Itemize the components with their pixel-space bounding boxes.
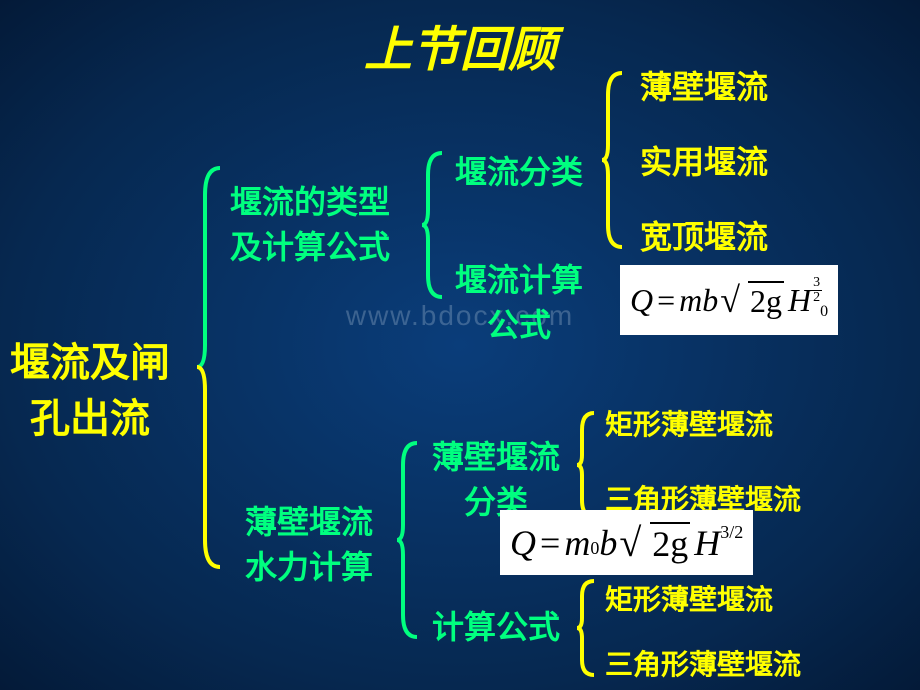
branch2-sub1-line1: 薄壁堰流 (432, 435, 560, 480)
leaf-thin-wall: 薄壁堰流 (640, 65, 768, 110)
root-line2: 孔出流 (10, 391, 170, 447)
root-line1: 堰流及闸 (10, 335, 170, 391)
branch2-line1: 薄壁堰流 (245, 500, 373, 545)
formula2-eq: = (540, 522, 560, 564)
branch2-leaves2-brace-icon (575, 578, 597, 678)
branch1-line1: 堰流的类型 (230, 180, 390, 225)
formula1-H: H (788, 282, 811, 319)
branch1-line2: 及计算公式 (230, 225, 390, 270)
branch1-node: 堰流的类型 及计算公式 (230, 180, 390, 270)
branch2-leaves1-brace-icon (575, 410, 597, 520)
sqrt-icon: √ 2g (720, 279, 784, 321)
branch1-leaves-brace-icon (600, 70, 625, 250)
formula2-H: H (694, 522, 720, 564)
formula1-box: Q = m b √ 2g H 3 2 0 (620, 265, 838, 335)
formula2-Q: Q (510, 522, 536, 564)
leaf-broad-crest: 宽顶堰流 (640, 215, 768, 260)
leaf-practical: 实用堰流 (640, 140, 768, 185)
formula2-b: b (599, 522, 617, 564)
branch1-sub2: 堰流计算 公式 (455, 258, 583, 348)
formula1-b: b (702, 282, 718, 319)
leaf-rect-thin1: 矩形薄壁堰流 (605, 405, 773, 444)
formula2-box: Q = m 0 b √ 2g H 3/2 (500, 510, 753, 575)
root-node: 堰流及闸 孔出流 (10, 335, 170, 447)
branch2-sub2: 计算公式 (432, 605, 560, 650)
formula1-m: m (679, 282, 702, 319)
page-title: 上节回顾 (364, 10, 556, 80)
branch1-sub1: 堰流分类 (455, 150, 583, 195)
formula1-sub: 0 (820, 303, 828, 321)
branch2-line2: 水力计算 (245, 545, 373, 590)
branch1-sub2-line2: 公式 (455, 303, 583, 348)
branch1-brace-icon (420, 150, 445, 300)
leaf-tri-thin2: 三角形薄壁堰流 (605, 645, 801, 684)
formula2-exp: 3/2 (720, 522, 743, 543)
formula1-eq: = (657, 282, 675, 319)
leaf-rect-thin2: 矩形薄壁堰流 (605, 580, 773, 619)
sqrt-icon-2: √ 2g (619, 519, 690, 566)
formula2-msub: 0 (590, 538, 599, 559)
main-brace-icon (195, 165, 225, 570)
branch2-brace-icon (395, 440, 420, 640)
formula1-Q: Q (630, 282, 653, 319)
branch2-node: 薄壁堰流 水力计算 (245, 500, 373, 590)
formula1-exp: 3 2 (811, 276, 822, 305)
branch1-sub2-line1: 堰流计算 (455, 258, 583, 303)
formula2-m: m (564, 522, 590, 564)
